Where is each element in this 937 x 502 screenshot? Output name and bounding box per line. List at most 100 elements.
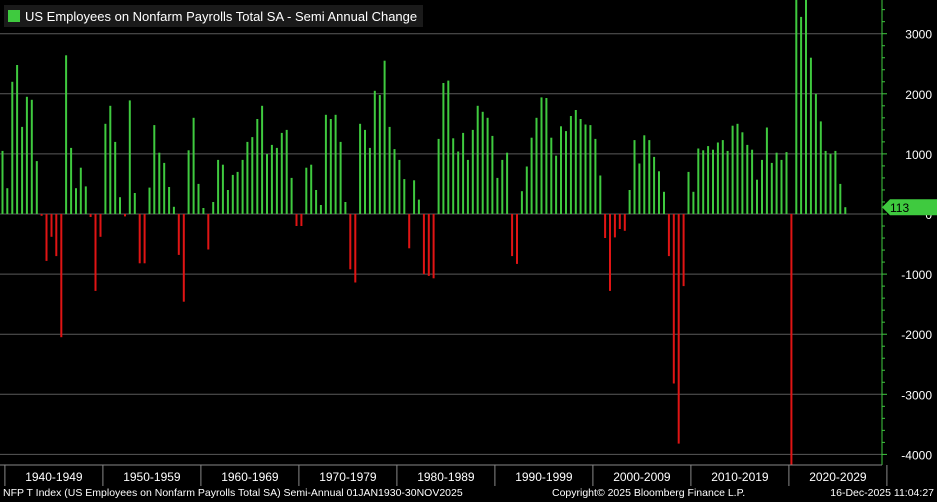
bar — [506, 153, 508, 214]
bar — [545, 98, 547, 214]
footer-timestamp: 16-Dec-2025 11:04:27 — [830, 487, 934, 499]
bar — [403, 179, 405, 214]
bar — [761, 160, 763, 214]
bar — [688, 172, 690, 214]
bar — [2, 151, 4, 214]
bar — [349, 214, 351, 269]
bar — [433, 214, 435, 278]
bar — [114, 142, 116, 214]
bar — [771, 163, 773, 214]
bar — [198, 184, 200, 214]
x-tick-label: 2010-2019 — [711, 470, 769, 484]
bar — [609, 214, 611, 291]
y-tick-label: -1000 — [901, 268, 932, 282]
bar — [663, 192, 665, 214]
bar — [36, 161, 38, 214]
bar — [26, 97, 28, 214]
bar — [643, 135, 645, 214]
bar — [90, 214, 92, 217]
bar — [570, 116, 572, 214]
bar — [374, 91, 376, 214]
bar — [541, 97, 543, 214]
bar — [413, 180, 415, 214]
y-tick-label: -2000 — [901, 328, 932, 342]
bar — [320, 205, 322, 214]
bar — [359, 124, 361, 214]
bar — [727, 151, 729, 214]
bar — [428, 214, 430, 276]
bar — [477, 106, 479, 214]
bar — [786, 152, 788, 214]
bar — [516, 214, 518, 264]
bar — [188, 150, 190, 214]
bar — [364, 130, 366, 214]
bar — [95, 214, 97, 291]
last-value-marker: 113 — [882, 199, 937, 215]
bar — [737, 124, 739, 214]
bar — [580, 119, 582, 214]
bar — [124, 214, 126, 216]
bar — [153, 125, 155, 214]
footer-copyright: Copyright© 2025 Bloomberg Finance L.P. — [552, 487, 745, 499]
bar — [369, 148, 371, 214]
bar — [232, 175, 234, 214]
bar — [70, 148, 72, 214]
x-tick-label: 2020-2029 — [809, 470, 867, 484]
bar — [222, 165, 224, 214]
bar — [119, 197, 121, 214]
bar — [462, 133, 464, 214]
bar — [109, 106, 111, 214]
bar — [251, 137, 253, 214]
bar — [712, 150, 714, 214]
bar — [271, 145, 273, 214]
bar — [207, 214, 209, 250]
bar — [212, 202, 214, 214]
bar — [751, 150, 753, 214]
bar — [384, 61, 386, 214]
bar — [536, 118, 538, 214]
bar — [697, 149, 699, 215]
bar — [398, 160, 400, 214]
legend-label: US Employees on Nonfarm Payrolls Total S… — [25, 9, 417, 24]
x-tick-label: 1940-1949 — [25, 470, 83, 484]
bar — [202, 208, 204, 214]
bar — [31, 100, 33, 214]
bar — [139, 214, 141, 263]
bar — [60, 214, 62, 337]
bar — [756, 180, 758, 214]
bar — [722, 140, 724, 214]
bar — [158, 153, 160, 214]
x-tick-label: 1970-1979 — [319, 470, 377, 484]
bar — [825, 151, 827, 214]
bar — [281, 133, 283, 214]
bar — [732, 126, 734, 214]
bar — [300, 214, 302, 226]
bar — [286, 130, 288, 214]
bar — [634, 140, 636, 214]
bar — [325, 115, 327, 214]
bar — [276, 148, 278, 214]
bar — [134, 193, 136, 214]
bar — [246, 142, 248, 214]
bar — [442, 83, 444, 214]
bar — [550, 138, 552, 214]
bar — [599, 176, 601, 215]
bar — [447, 81, 449, 214]
legend: US Employees on Nonfarm Payrolls Total S… — [4, 5, 423, 27]
bar — [242, 160, 244, 214]
bar — [75, 188, 77, 214]
y-tick-label: 2000 — [905, 88, 932, 102]
bar — [668, 214, 670, 256]
bar — [638, 164, 640, 215]
bar — [149, 188, 151, 214]
bar — [487, 118, 489, 214]
bar — [702, 150, 704, 214]
bar — [658, 171, 660, 214]
bar — [129, 100, 131, 214]
bar — [629, 190, 631, 214]
bar — [261, 106, 263, 214]
bar — [653, 157, 655, 214]
bar — [560, 126, 562, 214]
y-tick-label: -3000 — [901, 388, 932, 402]
bar — [457, 152, 459, 215]
